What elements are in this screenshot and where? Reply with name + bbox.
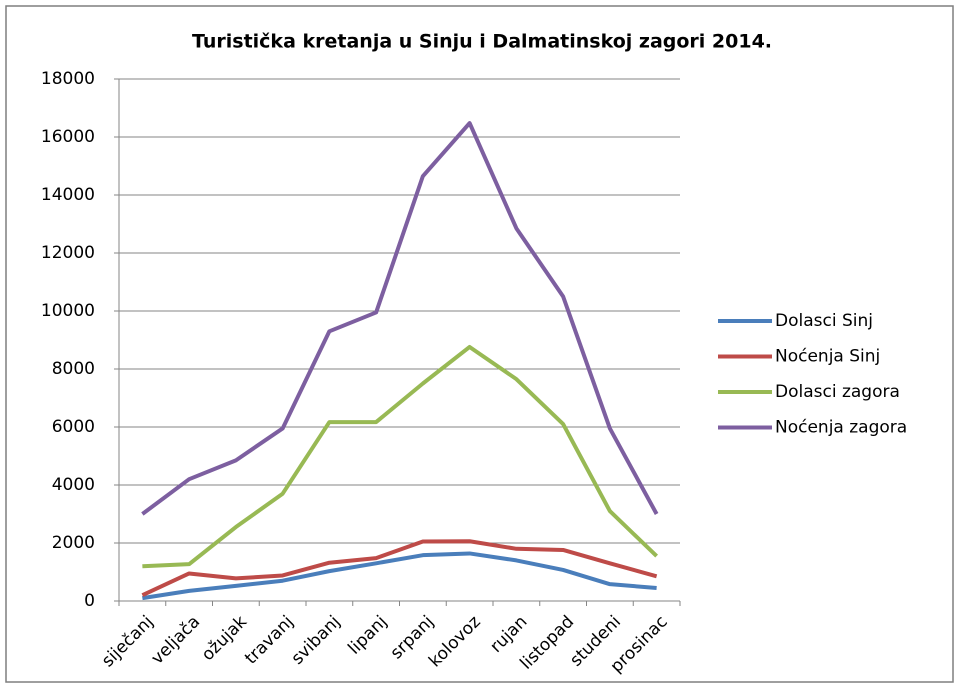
y-tick-label: 14000 (41, 185, 95, 205)
y-tick-label: 2000 (52, 533, 95, 553)
chart-frame (5, 5, 954, 683)
series-line (142, 551, 657, 601)
legend-label: Dolasci zagora (775, 382, 900, 402)
legend-label: Noćenja zagora (775, 418, 907, 438)
series-line (141, 121, 659, 516)
y-tick-label: 6000 (52, 417, 95, 437)
y-tick-label: 4000 (52, 475, 95, 495)
legend-label: Dolasci Sinj (775, 311, 873, 331)
y-tick-label: 18000 (41, 69, 95, 89)
series-line (141, 539, 658, 598)
legend-label: Noćenja Sinj (775, 347, 880, 367)
y-tick-label: 16000 (41, 127, 95, 147)
y-tick-label: 10000 (41, 301, 95, 321)
y-tick-label: 12000 (41, 243, 95, 263)
y-tick-label: 8000 (52, 359, 95, 379)
series-line (142, 344, 659, 569)
y-tick-label: 0 (84, 591, 95, 611)
chart-title: Turistička kretanja u Sinju i Dalmatinsk… (192, 31, 772, 53)
